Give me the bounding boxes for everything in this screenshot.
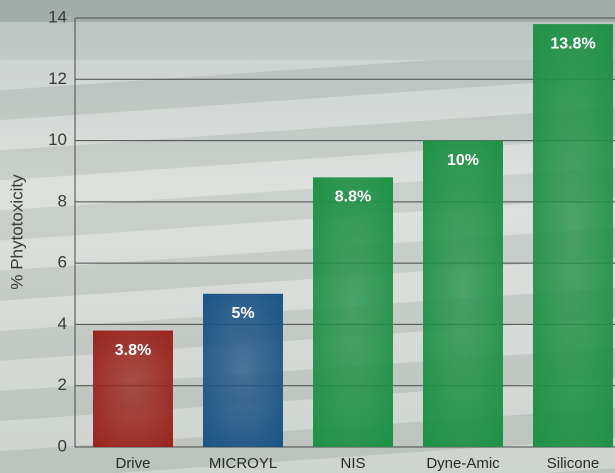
value-label: 13.8% [550, 35, 595, 52]
x-tick-label: Drive [115, 455, 150, 472]
value-label: 8.8% [335, 189, 371, 206]
y-tick-label: 10 [48, 130, 67, 149]
bar [423, 141, 503, 447]
bar [313, 177, 393, 447]
value-label: 5% [231, 305, 254, 322]
value-label: 10% [447, 152, 479, 169]
value-label: 3.8% [115, 342, 151, 359]
y-tick-label: 8 [58, 191, 67, 210]
background-stripes [0, 60, 615, 473]
y-tick-label: 4 [58, 314, 67, 333]
y-tick-label: 0 [58, 436, 67, 455]
y-tick-label: 2 [58, 375, 67, 394]
x-tick-label: MICROYL [209, 455, 277, 472]
y-tick-label: 6 [58, 253, 67, 272]
x-tick-label: NIS [340, 455, 365, 472]
stadium-band [0, 0, 615, 22]
chart: % Phytotoxicity 0 2 4 6 8 10 12 14 3.8% Drive 5% MI… [0, 0, 615, 473]
x-tick-label: Dyne-Amic [426, 455, 500, 472]
bar [533, 24, 613, 447]
x-tick-label: Silicone [547, 455, 600, 472]
y-tick-label: 14 [48, 7, 67, 26]
y-tick-label: 12 [48, 69, 67, 88]
y-axis-title: % Phytotoxicity [7, 174, 26, 290]
